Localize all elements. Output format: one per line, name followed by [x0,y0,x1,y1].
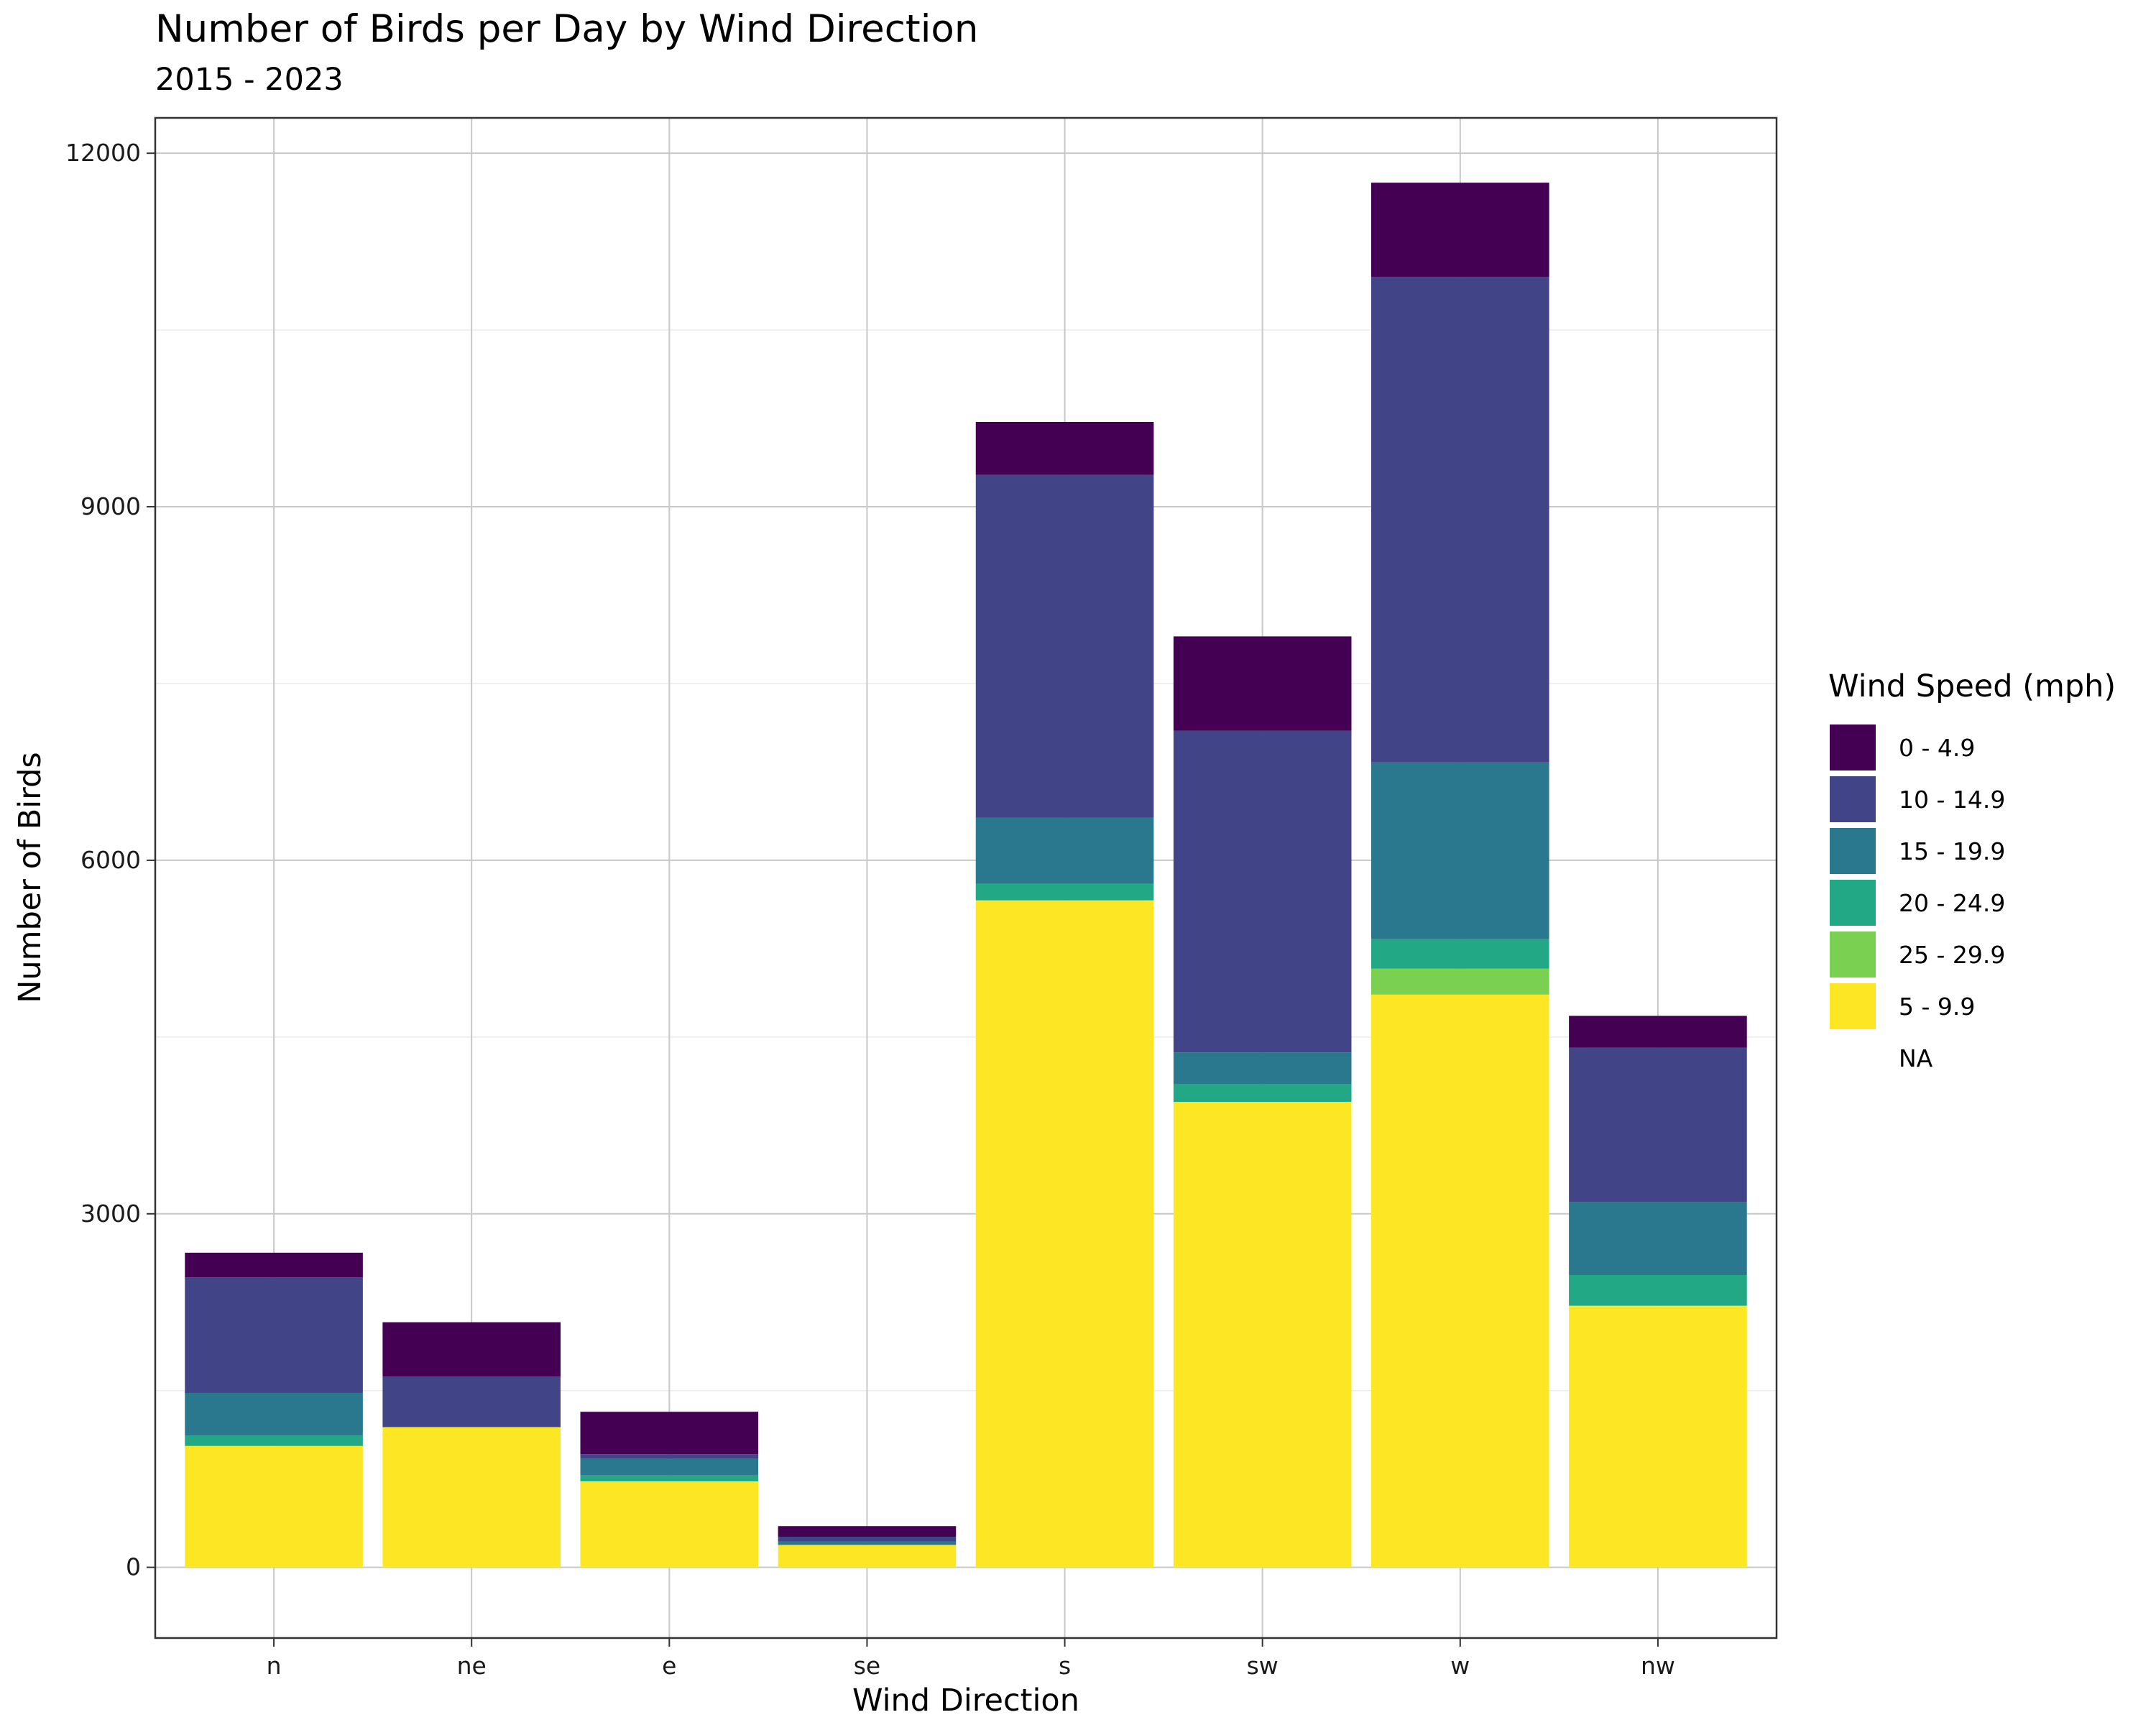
bar-segment-w-5-9-9 [1371,994,1549,1568]
bar-segment-n-5-9-9 [185,1445,363,1568]
x-tick-label-ne: ne [457,1652,487,1680]
bar-segment-se-5-9-9 [778,1545,957,1568]
y-tick-label: 6000 [80,846,141,874]
bar-segment-sw-5-9-9 [1173,1102,1352,1568]
legend-key [1828,775,1877,824]
legend-label: 25 - 29.9 [1899,940,2006,969]
plot-border [154,116,1778,1639]
y-tick-label: 9000 [80,492,141,520]
legend-key [1828,1034,1877,1082]
legend-key [1828,827,1877,875]
legend-item: 20 - 24.9 [1828,877,2005,929]
bar-segment-sw-10-14-9 [1173,730,1352,1053]
legend-label: 0 - 4.9 [1899,733,1976,762]
x-tick-label-sw: sw [1247,1652,1279,1680]
bar-segment-e-0-4-9 [580,1412,759,1455]
y-axis-title: Number of Birds [12,752,48,1003]
y-tick-label: 12000 [65,139,141,167]
legend-key [1828,878,1877,927]
bar-segment-sw-20-24-9 [1173,1084,1352,1103]
bar-segment-se-15-19-9 [778,1541,957,1545]
x-tick-label-s: s [1059,1652,1071,1680]
bar-segment-w-25-29-9 [1371,968,1549,995]
legend-key [1828,723,1877,772]
bar-segment-ne-10-14-9 [382,1376,561,1427]
y-axis: 0 3000 6000 9000 12000 [65,139,155,1581]
x-tick-label-nw: nw [1641,1652,1675,1680]
y-tick-label: 3000 [80,1200,141,1228]
bar-segment-nw-5-9-9 [1569,1305,1747,1568]
bar-segment-n-10-14-9 [185,1277,363,1393]
legend-key [1828,982,1877,1031]
bar-segment-w-15-19-9 [1371,762,1549,939]
bar-segment-e-10-14-9 [580,1454,759,1459]
bar-segment-nw-20-24-9 [1569,1275,1747,1306]
legend-title: Wind Speed (mph) [1828,668,2116,704]
bar-segment-nw-10-14-9 [1569,1047,1747,1202]
legend-item: 25 - 29.9 [1828,929,2005,980]
bars [185,183,1747,1568]
bar-segment-w-0-4-9 [1371,183,1549,277]
x-tick-label-n: n [267,1652,282,1680]
legend-label: 5 - 9.9 [1899,992,1976,1021]
bar-segment-sw-15-19-9 [1173,1052,1352,1085]
x-tick-label-e: e [662,1652,676,1680]
legend-label: 10 - 14.9 [1899,785,2006,814]
bar-segment-e-20-24-9 [580,1475,759,1481]
legend-item: 0 - 4.9 [1828,722,1975,773]
bar-segment-s-20-24-9 [975,883,1154,901]
bar-segment-se-0-4-9 [778,1526,957,1537]
x-axis: n ne e se s sw w nw [267,1638,1675,1680]
legend-key [1828,930,1877,979]
x-axis-title: Wind Direction [852,1683,1079,1719]
bar-segment-se-10-14-9 [778,1537,957,1542]
legend-item: NA [1828,1032,1932,1084]
legend-label: NA [1899,1044,1933,1072]
bar-segment-s-5-9-9 [975,900,1154,1568]
bar-segment-e-15-19-9 [580,1458,759,1476]
bar-segment-nw-15-19-9 [1569,1202,1747,1276]
bar-segment-n-15-19-9 [185,1392,363,1435]
bar-segment-nw-0-4-9 [1569,1016,1747,1048]
bar-segment-sw-0-4-9 [1173,636,1352,731]
legend-label: 15 - 19.9 [1899,837,2006,865]
bar-segment-ne-5-9-9 [382,1427,561,1568]
bar-segment-e-5-9-9 [580,1481,759,1568]
legend-item: 5 - 9.9 [1828,980,1975,1032]
legend-item: 15 - 19.9 [1828,825,2005,877]
bar-segment-ne-0-4-9 [382,1322,561,1377]
bar-segment-s-10-14-9 [975,474,1154,818]
bar-segment-n-0-4-9 [185,1252,363,1278]
legend-label: 20 - 24.9 [1899,888,2006,917]
bar-segment-w-10-14-9 [1371,277,1549,763]
bar-segment-w-20-24-9 [1371,939,1549,969]
chart-subtitle: 2015 - 2023 [155,62,344,98]
bar-segment-s-0-4-9 [975,422,1154,475]
x-tick-label-se: se [854,1652,881,1680]
legend-item: 10 - 14.9 [1828,773,2005,825]
bar-segment-s-15-19-9 [975,817,1154,884]
y-tick-label: 0 [126,1553,141,1581]
chart-title: Number of Birds per Day by Wind Directio… [155,7,979,51]
bar-segment-n-20-24-9 [185,1435,363,1446]
x-tick-label-w: w [1450,1652,1470,1680]
